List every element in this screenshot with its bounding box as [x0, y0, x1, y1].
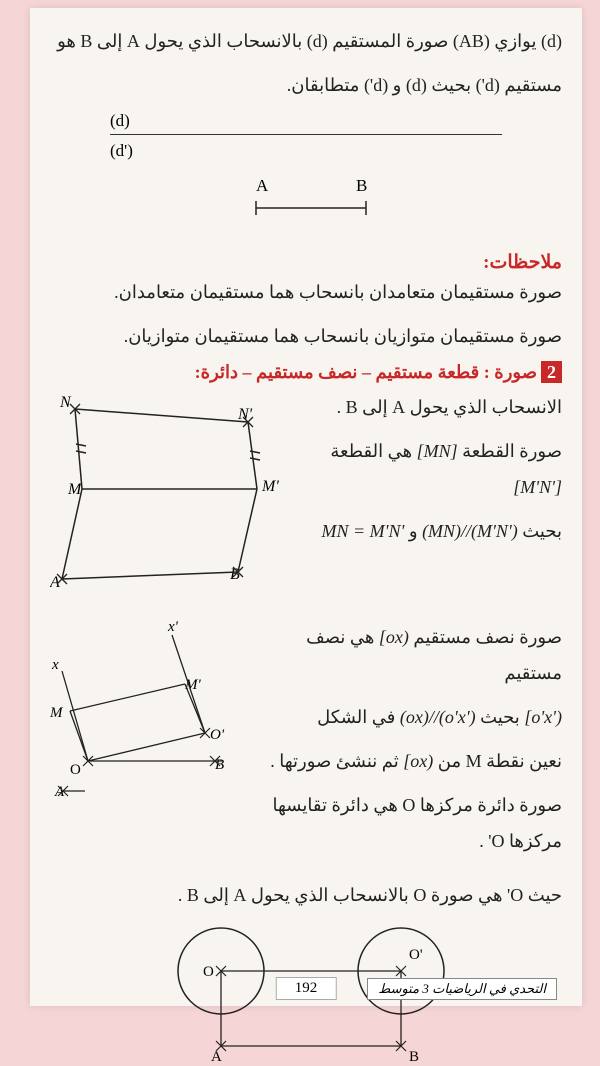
- page-number: 192: [276, 977, 337, 1000]
- circle-label-o: O: [203, 964, 214, 980]
- segment-ab-figure: A B: [50, 176, 562, 231]
- footer-book-title: التحدي في الرياضيات 3 متوسط: [367, 978, 557, 1000]
- paragraph-2: مستقيم (d') بحيث (d) و (d') متطابقان.: [50, 67, 562, 103]
- s3l3-t1: نعين نقطة M من: [433, 751, 562, 771]
- seg-label-b: B: [356, 176, 367, 195]
- segment-ab-svg: A B: [221, 176, 391, 226]
- paragraph-1: (d) يوازي (AB) صورة المستقيم (d) بالانسح…: [50, 23, 562, 59]
- notes-heading: ملاحظات:: [50, 251, 562, 274]
- s2l3-t2: و: [404, 521, 417, 541]
- s3-line1: صورة نصف مستقيم [ox) هي نصف مستقيم: [250, 619, 562, 691]
- s3l2-t2: في الشكل: [317, 707, 395, 727]
- note-1: صورة مستقيمان متعامدان بانسحاب هما مستقي…: [50, 274, 562, 310]
- s4-line1: صورة دائرة مركزها O هي دائرة تقايسها مرك…: [250, 787, 562, 859]
- segment-image-text: الانسحاب الذي يحول A إلى B . صورة القطعة…: [295, 389, 562, 604]
- s2l2-m2: [M'N']: [513, 477, 562, 497]
- s3l3-t2: ثم ننشئ صورتها .: [270, 751, 399, 771]
- s2l2-m1: [MN]: [417, 441, 458, 461]
- note-2: صورة مستقيمان متوازيان بانسحاب هما مستقي…: [50, 318, 562, 354]
- section-2-title: صورة : قطعة مستقيم – نصف مستقيم – دائرة:: [195, 362, 537, 382]
- notes-section: ملاحظات: صورة مستقيمان متعامدان بانسحاب …: [50, 251, 562, 354]
- circle-label-b: B: [409, 1049, 419, 1061]
- figure-parallelogram: N N' M M' A B: [50, 389, 285, 604]
- s3l1-m1: [ox): [379, 627, 409, 647]
- circle-label-op: O': [409, 947, 423, 963]
- line-d-group: (d) (d'): [110, 111, 502, 161]
- parallelogram-svg: N N' M M' A B: [50, 389, 285, 599]
- s3-line2: [o'x') بحيث (ox)//(o'x') في الشكل: [250, 699, 562, 735]
- row-ray-image: x' x M' M O' O B A: [50, 619, 562, 867]
- s4-line2: حيث O' هي صورة O بالانسحاب الذي يحول A إ…: [50, 877, 562, 913]
- svg-text:M': M': [261, 478, 279, 495]
- circle-label-a: A: [211, 1049, 222, 1061]
- divider-d: [110, 134, 502, 135]
- s2l3-m1: (MN)//(M'N'): [422, 521, 518, 541]
- s3l1-t1: صورة نصف مستقيم: [409, 627, 562, 647]
- svg-text:O': O': [210, 727, 225, 743]
- svg-text:O: O: [70, 762, 81, 778]
- svg-text:x': x': [167, 619, 179, 635]
- figure-ray: x' x M' M O' O B A: [50, 619, 240, 867]
- svg-text:M: M: [50, 705, 64, 721]
- s3l2-m1: [o'x'): [524, 707, 562, 727]
- s3l2-m2: (ox)//(o'x'): [400, 707, 476, 727]
- seg-label-a: A: [256, 176, 269, 195]
- row-segment-image: N N' M M' A B: [50, 389, 562, 604]
- ray-image-text: صورة نصف مستقيم [ox) هي نصف مستقيم [o'x'…: [250, 619, 562, 867]
- section-2-num: 2: [541, 361, 562, 383]
- page-content: (d) يوازي (AB) صورة المستقيم (d) بالانسح…: [30, 8, 582, 1006]
- s2-line1: الانسحاب الذي يحول A إلى B .: [295, 389, 562, 425]
- s2l2-t2: هي القطعة: [330, 441, 412, 461]
- s2l3-t1: بحيث: [518, 521, 562, 541]
- section-2-heading: 2 صورة : قطعة مستقيم – نصف مستقيم – دائر…: [50, 362, 562, 383]
- label-d-prime: (d'): [110, 141, 133, 160]
- ray-svg: x' x M' M O' O B A: [50, 619, 240, 799]
- s2-line2: صورة القطعة [MN] هي القطعة [M'N']: [295, 433, 562, 505]
- label-d: (d): [110, 111, 130, 130]
- svg-text:x: x: [51, 657, 59, 673]
- svg-text:N: N: [59, 394, 72, 411]
- s3-line3: نعين نقطة M من [ox) ثم ننشئ صورتها .: [250, 743, 562, 779]
- s2l3-m2: MN = M'N': [322, 521, 405, 541]
- s2-line3: بحيث (MN)//(M'N') و MN = M'N': [295, 513, 562, 549]
- s3l2-t1: بحيث: [476, 707, 520, 727]
- s3l3-m1: [ox): [403, 751, 433, 771]
- s2l2-t1: صورة القطعة: [458, 441, 562, 461]
